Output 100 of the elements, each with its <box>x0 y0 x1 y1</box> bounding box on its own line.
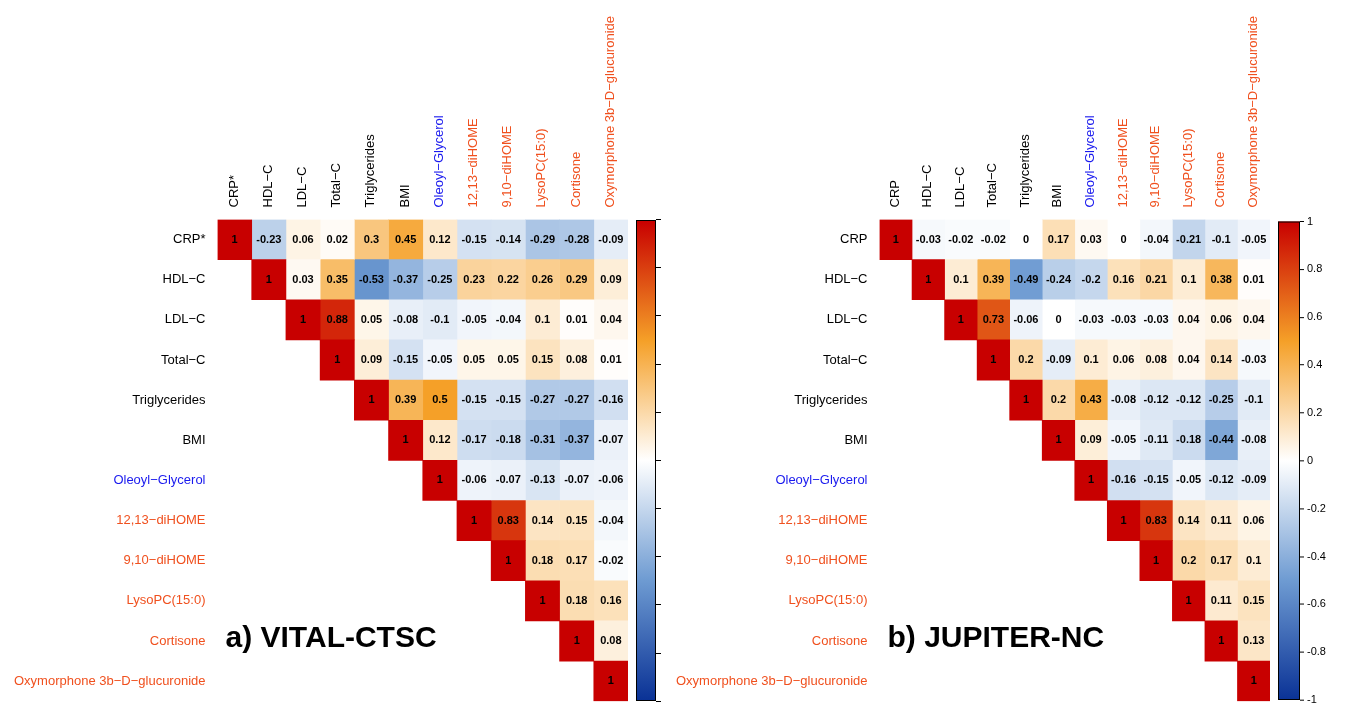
data-label: 0.09 <box>600 272 622 285</box>
data-label: 0.18 <box>531 553 554 566</box>
data-label: -0.03 <box>1111 312 1137 325</box>
y-tick-label: Total−C <box>161 351 206 367</box>
data-label: 1 <box>299 312 307 325</box>
data-label: 0.11 <box>1210 593 1232 606</box>
data-label: 1 <box>1022 393 1030 406</box>
x-tick-label: LysoPC(15:0) <box>1179 128 1195 208</box>
data-label: 0.08 <box>565 353 588 366</box>
x-tick-label: 12,13−diHOME <box>1114 117 1130 208</box>
data-label: 0.39 <box>394 393 417 406</box>
data-label: -0.08 <box>1241 433 1267 446</box>
data-label: -0.16 <box>598 393 624 406</box>
x-tick-label: CRP <box>886 180 902 208</box>
data-label: -0.17 <box>461 433 487 446</box>
data-label: 0 <box>1055 312 1062 325</box>
data-label: 0.06 <box>1112 353 1135 366</box>
data-label: 0.22 <box>497 272 519 285</box>
data-label: -0.02 <box>948 232 974 245</box>
y-tick-label: LDL−C <box>826 311 868 327</box>
data-label: 1 <box>1218 634 1225 647</box>
y-tick-label: 9,10−diHOME <box>785 552 868 568</box>
data-label: -0.1 <box>1211 232 1231 245</box>
data-label: 0.12 <box>429 232 451 245</box>
data-label: 0.14 <box>1210 353 1233 366</box>
data-label: 0.83 <box>1145 513 1167 526</box>
data-label: 0.18 <box>565 593 588 606</box>
data-label: 0.1 <box>1181 272 1197 285</box>
data-label: 0.11 <box>1210 513 1232 526</box>
data-label: -0.04 <box>495 312 522 325</box>
data-label: -0.28 <box>564 232 590 245</box>
data-label: 0.17 <box>1210 553 1232 566</box>
data-label: 0.13 <box>1243 634 1265 647</box>
data-label: -0.15 <box>1143 473 1169 486</box>
y-tick-label: Oleoyl−Glycerol <box>775 472 868 487</box>
color-bar-label: -1 <box>1307 692 1317 705</box>
data-label: 0.1 <box>534 312 551 325</box>
data-label: -0.37 <box>564 433 590 446</box>
data-label: -0.11 <box>1143 433 1169 446</box>
y-tick-label: HDL−C <box>162 271 206 287</box>
x-tick-label: Triglycerides <box>362 133 378 208</box>
data-label: -0.18 <box>1176 433 1202 446</box>
data-label: 1 <box>1250 674 1257 687</box>
data-label: 0.1 <box>953 272 969 285</box>
data-label: 0.01 <box>565 312 588 325</box>
data-label: 1 <box>505 553 512 566</box>
data-label: 0.06 <box>292 232 314 245</box>
data-label: 0.26 <box>531 272 554 285</box>
data-label: 0.45 <box>394 232 417 245</box>
data-label: 0.23 <box>463 272 485 285</box>
y-tick-label: HDL−C <box>824 271 868 287</box>
data-label: -0.09 <box>1045 353 1072 366</box>
data-label: -0.04 <box>1143 232 1170 245</box>
data-label: -0.07 <box>564 473 590 486</box>
data-label: -0.1 <box>430 312 450 325</box>
data-label: 1 <box>607 674 614 687</box>
data-label: 1 <box>957 312 964 325</box>
y-tick-label: LDL−C <box>164 311 206 327</box>
data-label: -0.06 <box>461 473 487 486</box>
data-label: -0.21 <box>1176 232 1202 245</box>
y-tick-label: BMI <box>844 431 868 447</box>
data-label: -0.04 <box>598 513 625 526</box>
data-label: -0.02 <box>598 553 624 566</box>
data-label: 0 <box>1022 232 1030 245</box>
data-label: 0.17 <box>565 553 588 566</box>
data-label: -0.29 <box>529 232 556 245</box>
x-tick-label: 9,10−diHOME <box>1147 125 1163 208</box>
data-label: 0.09 <box>360 353 383 366</box>
data-label: -0.03 <box>1241 353 1267 366</box>
data-label: -0.15 <box>461 393 487 406</box>
x-tick-label: Oleoyl−Glycerol <box>1082 115 1097 208</box>
data-label: 0.02 <box>326 232 348 245</box>
color-bar-label: 0.8 <box>1307 261 1323 274</box>
color-bar-label: 1 <box>1307 214 1314 227</box>
data-label: 1 <box>265 272 272 285</box>
text: a) VITAL-CTSC <box>225 619 437 653</box>
data-label: 0.05 <box>360 312 383 325</box>
x-tick-label: Oleoyl−Glycerol <box>430 115 446 208</box>
data-label: 0.06 <box>1243 513 1265 526</box>
color-bar-label: -0.2 <box>1307 501 1326 514</box>
data-label: -0.1 <box>1244 393 1264 406</box>
data-label: -0.49 <box>1013 272 1039 285</box>
y-tick-label: LysoPC(15:0) <box>126 592 206 608</box>
x-tick-label: 12,13−diHOME <box>465 117 481 208</box>
color-bar-label: -0.6 <box>1307 596 1326 609</box>
data-label: 0.05 <box>463 353 485 366</box>
y-tick-label: Triglycerides <box>794 391 869 407</box>
data-label: -0.07 <box>495 473 521 486</box>
data-label: 0.01 <box>1243 272 1265 285</box>
data-label: 1 <box>1120 513 1127 526</box>
color-bar-label: 0 <box>1307 453 1314 466</box>
data-label: 0.12 <box>429 433 451 446</box>
data-label: 0.29 <box>565 272 588 285</box>
data-label: 0.05 <box>497 353 519 366</box>
data-label: 0.04 <box>1177 353 1201 366</box>
x-tick-label: Total−C <box>328 163 344 208</box>
data-label: -0.37 <box>393 272 419 285</box>
x-tick-label: Oxymorphone 3b−D−glucuronide <box>601 15 617 208</box>
x-tick-label: HDL−C <box>919 164 935 208</box>
data-label: 0.2 <box>1181 553 1197 566</box>
